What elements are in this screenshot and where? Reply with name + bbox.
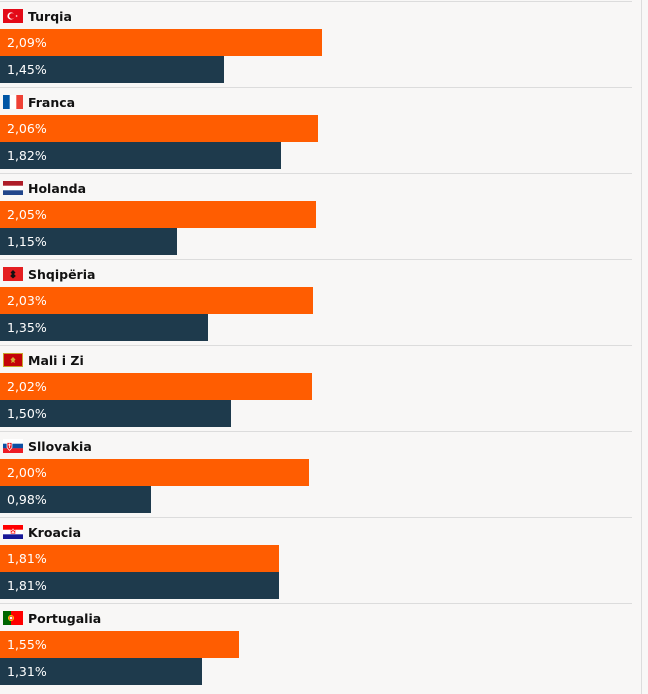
bar-value-label: 0,98% — [7, 492, 47, 507]
bar-value-label: 1,35% — [7, 320, 47, 335]
bar-series-1: 1,81% — [0, 545, 279, 572]
country-name: Holanda — [28, 180, 87, 196]
bar-series-2: 1,35% — [0, 314, 208, 341]
portugal-flag-icon — [3, 611, 23, 625]
bar-value-label: 2,05% — [7, 207, 47, 222]
bar-value-label: 2,09% — [7, 35, 47, 50]
bar-value-label: 2,06% — [7, 121, 47, 136]
croatia-flag-icon — [3, 525, 23, 539]
country-group: Holanda 2,05% 1,15% — [0, 173, 632, 260]
country-group: Kroacia 1,81% 1,81% — [0, 517, 632, 604]
country-group: Sllovakia 2,00% 0,98% — [0, 431, 632, 518]
country-name: Sllovakia — [28, 438, 92, 454]
turkey-flag-icon — [3, 9, 23, 23]
country-group: Shqipëria 2,03% 1,35% — [0, 259, 632, 346]
bar-series-2: 1,45% — [0, 56, 224, 83]
france-flag-icon — [3, 95, 23, 109]
bar-series-2: 1,50% — [0, 400, 231, 427]
bar-value-label: 1,31% — [7, 664, 47, 679]
bar-value-label: 1,82% — [7, 148, 47, 163]
bar-series-1: 2,03% — [0, 287, 313, 314]
bar-value-label: 1,50% — [7, 406, 47, 421]
country-label-row: Turqia — [3, 8, 72, 24]
country-label-row: Sllovakia — [3, 438, 92, 454]
bar-value-label: 1,81% — [7, 578, 47, 593]
bar-series-2: 0,98% — [0, 486, 151, 513]
bar-series-2: 1,15% — [0, 228, 177, 255]
bar-series-1: 2,09% — [0, 29, 322, 56]
bar-series-1: 1,55% — [0, 631, 239, 658]
bar-series-1: 2,00% — [0, 459, 309, 486]
bar-series-2: 1,31% — [0, 658, 202, 685]
country-label-row: Portugalia — [3, 610, 101, 626]
country-label-row: Franca — [3, 94, 75, 110]
country-group: Franca 2,06% 1,82% — [0, 87, 632, 174]
bar-series-1: 2,05% — [0, 201, 316, 228]
country-group: Mali i Zi 2,02% 1,50% — [0, 345, 632, 432]
bar-series-2: 1,82% — [0, 142, 281, 169]
bar-value-label: 2,02% — [7, 379, 47, 394]
bar-value-label: 1,15% — [7, 234, 47, 249]
bar-value-label: 1,81% — [7, 551, 47, 566]
country-name: Portugalia — [28, 610, 102, 626]
bar-series-1: 2,02% — [0, 373, 312, 400]
country-group: Portugalia 1,55% 1,31% — [0, 603, 632, 690]
country-label-row: Mali i Zi — [3, 352, 84, 368]
country-label-row: Kroacia — [3, 524, 81, 540]
country-name: Kroacia — [28, 524, 82, 540]
country-label-row: Holanda — [3, 180, 86, 196]
country-group: Turqia 2,09% 1,45% — [0, 1, 632, 88]
country-name: Mali i Zi — [28, 352, 84, 368]
country-label-row: Shqipëria — [3, 266, 95, 282]
country-name: Turqia — [28, 8, 72, 24]
bar-series-2: 1,81% — [0, 572, 279, 599]
slovakia-flag-icon — [3, 439, 23, 453]
bar-value-label: 1,55% — [7, 637, 47, 652]
montenegro-flag-icon — [3, 353, 23, 367]
bar-value-label: 2,03% — [7, 293, 47, 308]
bar-value-label: 2,00% — [7, 465, 47, 480]
netherlands-flag-icon — [3, 181, 23, 195]
bar-series-1: 2,06% — [0, 115, 318, 142]
albania-flag-icon — [3, 267, 23, 281]
country-name: Shqipëria — [28, 266, 96, 282]
bar-value-label: 1,45% — [7, 62, 47, 77]
country-name: Franca — [28, 94, 76, 110]
